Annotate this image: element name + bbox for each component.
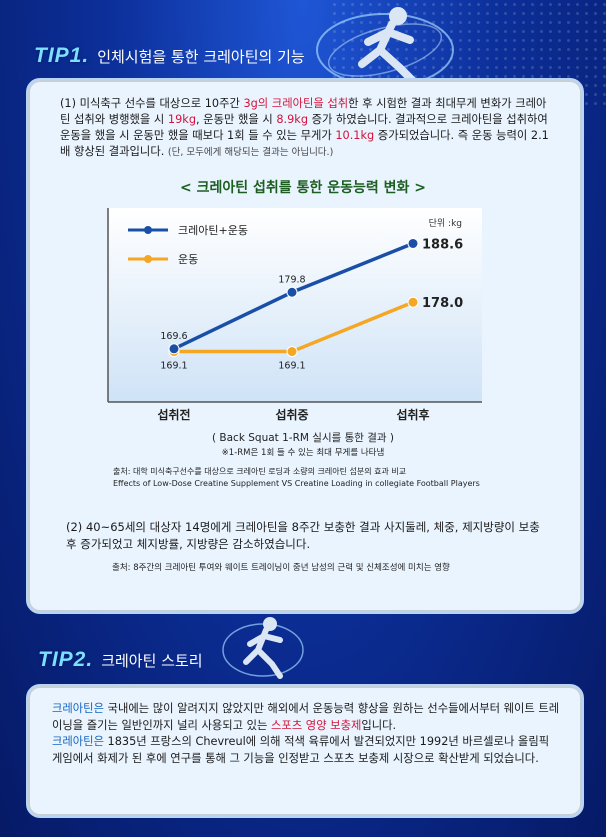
text-segment: 증가 하였습니다. 결과적으로 크레아틴을 섭취하여 운동을 했을 시 운동만 … xyxy=(60,113,548,142)
plot-area xyxy=(108,208,482,402)
data-point xyxy=(407,237,419,249)
highlight-supplement: 스포츠 영양 보충제 xyxy=(271,718,362,732)
highlight-creatine-gain: 19kg xyxy=(167,113,196,126)
text-segment: , 운동만 했을 시 xyxy=(196,113,277,126)
data-label: 179.8 xyxy=(278,274,305,285)
tip2-paragraph: 크레아틴은 국내에는 많이 알려지지 않았지만 해외에서 운동능력 향상을 원하… xyxy=(52,701,562,767)
highlight-exercise-gain: 8.9kg xyxy=(276,113,309,126)
source-line-korean: 출처: 대학 미식축구선수를 대상으로 크레아틴 로딩과 소량의 크레아틴 섭분… xyxy=(113,467,407,476)
highlight-difference: 10.1kg xyxy=(335,129,375,142)
unit-label: 단위 :kg xyxy=(429,218,462,229)
disclaimer-note: (단, 모두에게 해당되는 결과는 아닙니다.) xyxy=(167,147,334,158)
data-label: 169.1 xyxy=(278,361,305,372)
text-segment: (1) 미식축구 선수를 대상으로 10주간 xyxy=(60,97,244,110)
text-segment: 1835년 프랑스의 Chevreul에 의해 적색 육류에서 발견되었지만 1… xyxy=(52,735,550,765)
data-label: 169.6 xyxy=(160,331,187,342)
legend-label: 운동 xyxy=(178,253,198,266)
tip1-header: TIP1. 인체시험을 통한 크레아틴의 기능 xyxy=(34,44,305,68)
x-tick-label: 섭취후 xyxy=(396,407,429,422)
chart-title: < 크레아틴 섭취를 통한 운동능력 변화 > xyxy=(180,180,426,196)
source-citation: 출처: 대학 미식축구선수를 대상으로 크레아틴 로딩과 소량의 크레아틴 섭분… xyxy=(113,466,533,490)
x-tick-label: 섭취중 xyxy=(275,407,308,422)
runner-icon-small xyxy=(222,617,304,679)
tip1-paragraph1: (1) 미식축구 선수를 대상으로 10주간 3g의 크레아틴을 섭취한 후 시… xyxy=(60,96,550,161)
tip2-paragraph-line1: 크레아틴은 국내에는 많이 알려지지 않았지만 해외에서 운동능력 향상을 원하… xyxy=(52,701,562,734)
legend-marker xyxy=(144,226,152,234)
runner-icon xyxy=(316,7,454,87)
text-segment: 한 후 시험한 결과 최대무게 변화가 크레아틴 섭취와 병행했을 시 xyxy=(60,97,547,126)
x-tick-label: 섭취전 xyxy=(157,407,190,422)
source-line-english: Effects of Low-Dose Creatine Supplement … xyxy=(113,479,480,488)
data-label: 169.1 xyxy=(160,361,187,372)
source2-citation: 출처: 8주간의 크레아틴 투여와 웨이트 트레이닝이 중년 남성의 근력 및 … xyxy=(112,563,450,573)
highlight-creatine: 크레아틴은 xyxy=(52,702,104,715)
data-label: 188.6 xyxy=(422,237,463,252)
data-point xyxy=(407,296,419,308)
legend-label: 크레아틴+운동 xyxy=(178,224,248,237)
tip2-title: 크레아틴 스토리 xyxy=(101,652,203,670)
data-point xyxy=(286,286,298,298)
tip1-paragraph2: (2) 40~65세의 대상자 14명에게 크레아틴을 8주간 보충한 결과 사… xyxy=(66,520,540,551)
tip1-title: 인체시험을 통한 크레아틴의 기능 xyxy=(97,48,305,66)
data-point xyxy=(168,343,180,355)
data-point xyxy=(286,346,298,358)
text-segment: 증가되었습니다. 즉 운동 능력이 2.1배 향상된 결과입니다. xyxy=(60,129,549,158)
chart-caption: ( Back Squat 1-RM 실시를 통한 결과 ) xyxy=(211,432,395,444)
legend-marker xyxy=(144,255,152,263)
text-segment: 입니다. xyxy=(361,718,397,732)
tip2-tag: TIP2. xyxy=(38,648,94,671)
tip2-header: TIP2. 크레아틴 스토리 xyxy=(38,648,203,672)
text-segment: 국내에는 많이 알려지지 않았지만 해외에서 운동능력 향상을 원하는 선수들에… xyxy=(52,702,560,732)
data-label: 178.0 xyxy=(422,296,463,311)
tip2-paragraph-line2: 크레아틴은 1835년 프랑스의 Chevreul에 의해 적색 육류에서 발견… xyxy=(52,734,562,767)
chart-caption-note: ※1-RM은 1회 들 수 있는 최대 무게를 나타냄 xyxy=(221,448,385,458)
tip1-tag: TIP1. xyxy=(34,44,90,67)
highlight-creatine: 크레아틴은 xyxy=(52,735,104,748)
tip2-card xyxy=(26,684,584,818)
highlight-dosage: 3g의 크레아틴을 섭취 xyxy=(243,97,349,110)
